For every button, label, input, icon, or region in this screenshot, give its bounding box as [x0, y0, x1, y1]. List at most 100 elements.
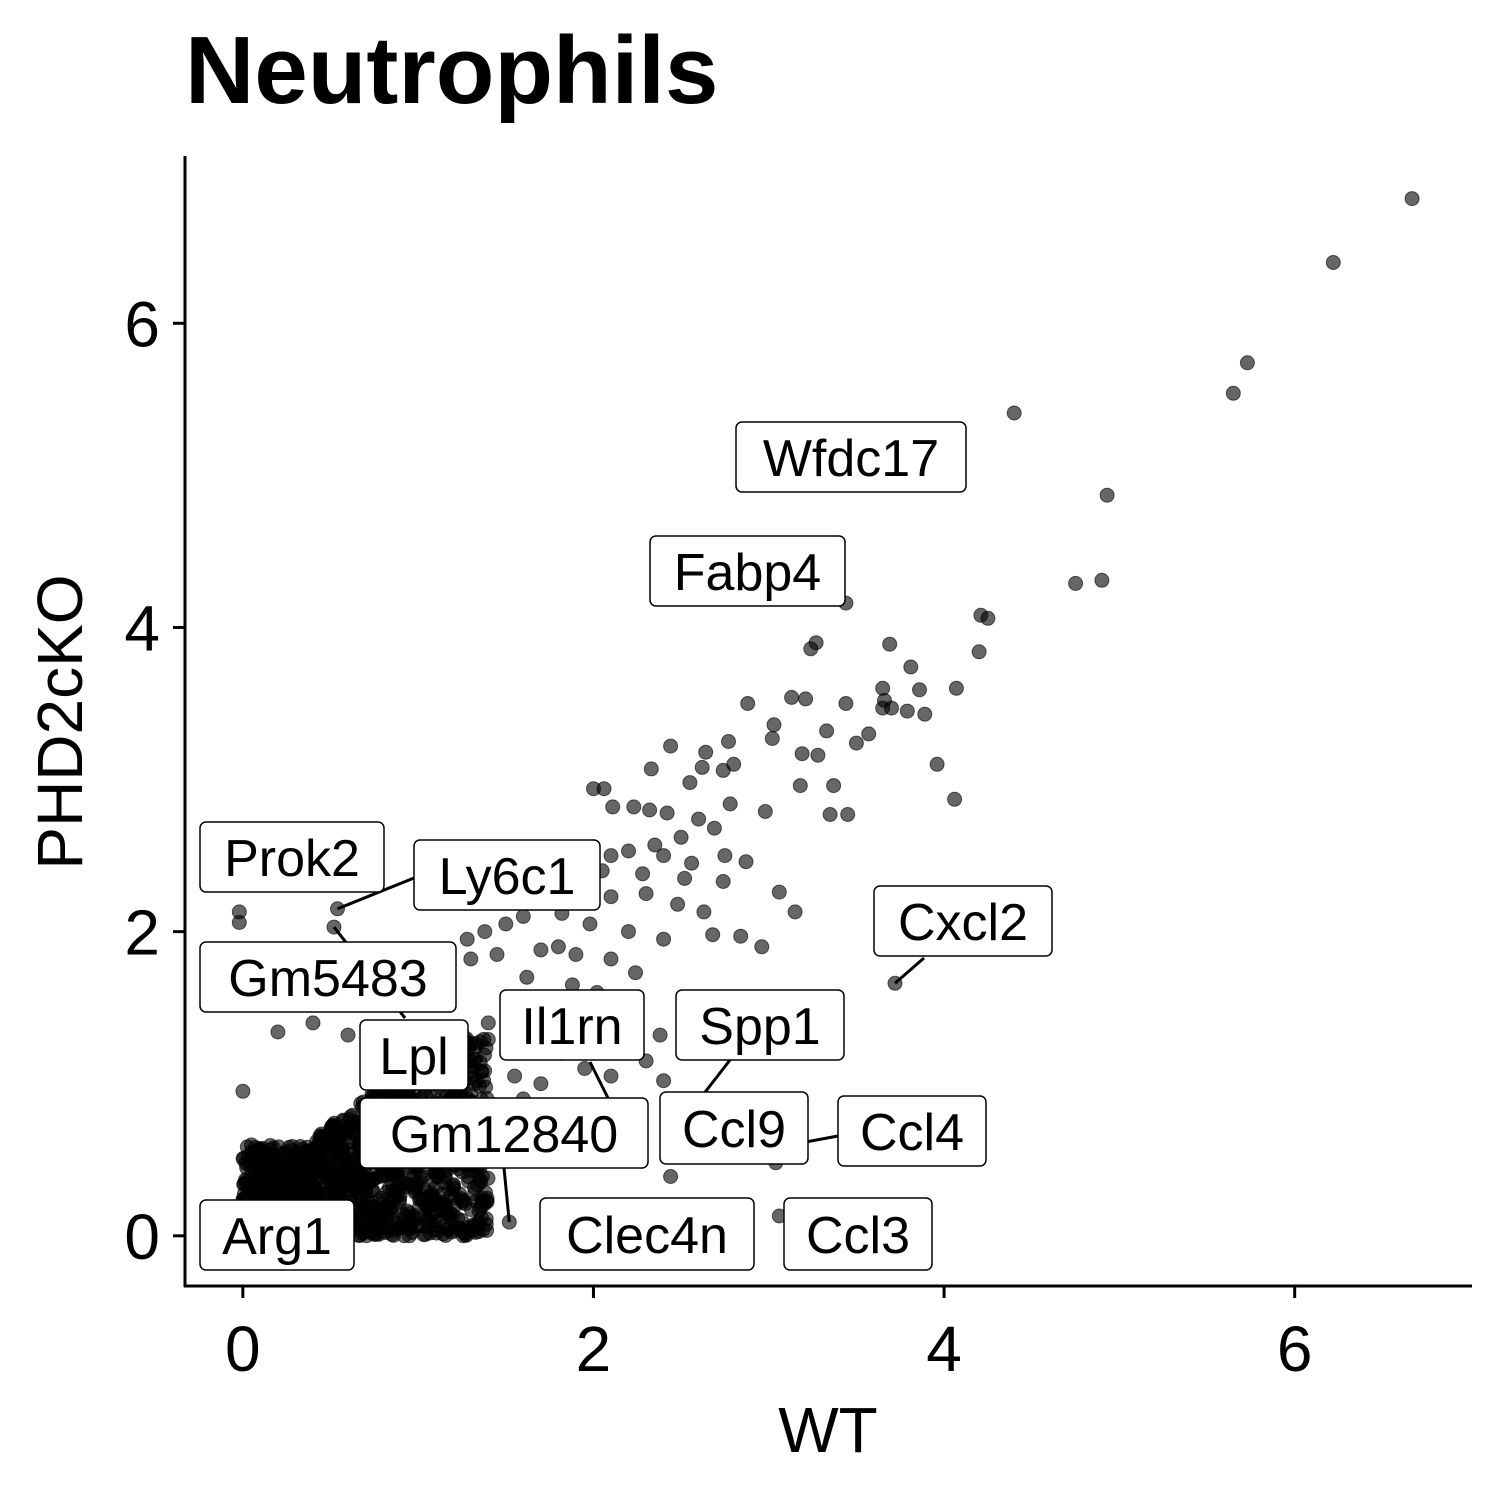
data-point [231, 915, 247, 930]
data-point [705, 927, 721, 943]
data-point [733, 928, 749, 944]
y-tick-label: 4 [124, 592, 160, 664]
data-point [810, 747, 826, 763]
data-point [973, 607, 989, 623]
data-point [694, 759, 710, 775]
gene-label: Clec4n [539, 1197, 755, 1271]
data-point [603, 889, 619, 905]
gene-label: Gm5483 [199, 941, 457, 1013]
data-point [1404, 191, 1420, 207]
data-point [1068, 575, 1084, 591]
gene-label-text: Gm12840 [390, 1106, 618, 1164]
gene-label-text: Clec4n [566, 1207, 728, 1265]
y-tick-label: 2 [124, 897, 160, 969]
data-point [1239, 355, 1255, 371]
data-point [477, 924, 493, 940]
data-point [635, 866, 651, 882]
data-point [884, 700, 899, 716]
data-point-cluster [472, 1078, 487, 1094]
data-point [721, 734, 736, 749]
data-point [899, 703, 915, 719]
data-point [784, 689, 800, 705]
data-point [643, 761, 659, 777]
data-point-cluster [446, 1177, 461, 1193]
data-point-cluster [323, 1121, 339, 1137]
data-point [696, 904, 712, 920]
data-point [771, 884, 787, 900]
gene-label: Il1rn [499, 989, 645, 1061]
data-point [340, 1027, 356, 1043]
data-point-cluster [339, 1145, 355, 1161]
gene-label: Ccl9 [659, 1091, 809, 1165]
gene-label: Ccl4 [837, 1095, 987, 1167]
data-point-cluster [474, 1190, 490, 1206]
data-point [603, 1068, 619, 1084]
data-point-cluster [290, 1145, 306, 1161]
gene-label: Ly6c1 [413, 839, 601, 911]
gene-label-text: Ly6c1 [439, 848, 576, 906]
gene-label: Gm12840 [359, 1097, 649, 1169]
x-axis-title: WT [778, 1394, 878, 1466]
gene-label: Wfdc17 [735, 421, 967, 493]
data-point [929, 756, 945, 772]
gene-label-text: Ccl3 [806, 1207, 910, 1265]
data-point [621, 843, 636, 859]
data-point [463, 951, 479, 967]
data-point [764, 731, 780, 746]
data-point [1099, 487, 1115, 503]
data-point [568, 947, 584, 962]
data-point [798, 691, 814, 707]
data-point [792, 778, 808, 794]
data-point [848, 735, 864, 751]
gene-label-text: Spp1 [699, 998, 820, 1056]
data-point [803, 641, 819, 657]
data-point [757, 804, 773, 819]
gene-label-text: Cxcl2 [898, 894, 1028, 952]
data-point [875, 680, 891, 696]
data-point [861, 726, 877, 742]
gene-label: Spp1 [675, 989, 845, 1061]
data-point [489, 947, 505, 962]
data-point [656, 931, 672, 947]
data-point [838, 696, 854, 711]
data-point [582, 916, 598, 932]
data-point [882, 636, 898, 652]
data-point [715, 874, 731, 889]
data-point-cluster [334, 1181, 350, 1197]
data-point [740, 696, 756, 711]
x-axis-ticks: 0 2 4 6 [225, 1286, 1312, 1385]
data-point [722, 796, 738, 812]
data-point [715, 762, 731, 778]
data-point-cluster [337, 1123, 353, 1139]
data-point [670, 896, 686, 912]
data-point [684, 855, 700, 871]
gene-label-text: Prok2 [224, 830, 360, 888]
data-point [638, 886, 654, 902]
data-point [550, 939, 566, 955]
gene-label-text: Gm5483 [228, 950, 427, 1008]
data-point-cluster [477, 1047, 492, 1063]
data-point-cluster [408, 1210, 424, 1226]
gene-label: Ccl3 [783, 1197, 933, 1271]
gene-label-text: Fabp4 [674, 544, 821, 602]
label-leader-line [894, 956, 925, 985]
gene-label: Lpl [359, 1019, 469, 1091]
data-point-cluster [455, 1193, 471, 1208]
data-point [819, 723, 835, 739]
y-tick-label: 0 [124, 1201, 160, 1273]
data-point [603, 848, 619, 864]
data-point [659, 805, 675, 821]
data-point [480, 1015, 496, 1031]
data-point [673, 829, 689, 845]
data-point [603, 951, 619, 967]
data-point [459, 931, 475, 947]
data-point [766, 717, 782, 733]
data-point [656, 848, 672, 864]
data-point-cluster [412, 1191, 427, 1207]
data-point [754, 939, 770, 955]
data-point [682, 775, 698, 791]
x-tick-label: 0 [225, 1313, 261, 1385]
x-tick-label: 6 [1277, 1313, 1313, 1385]
data-point [903, 659, 919, 675]
